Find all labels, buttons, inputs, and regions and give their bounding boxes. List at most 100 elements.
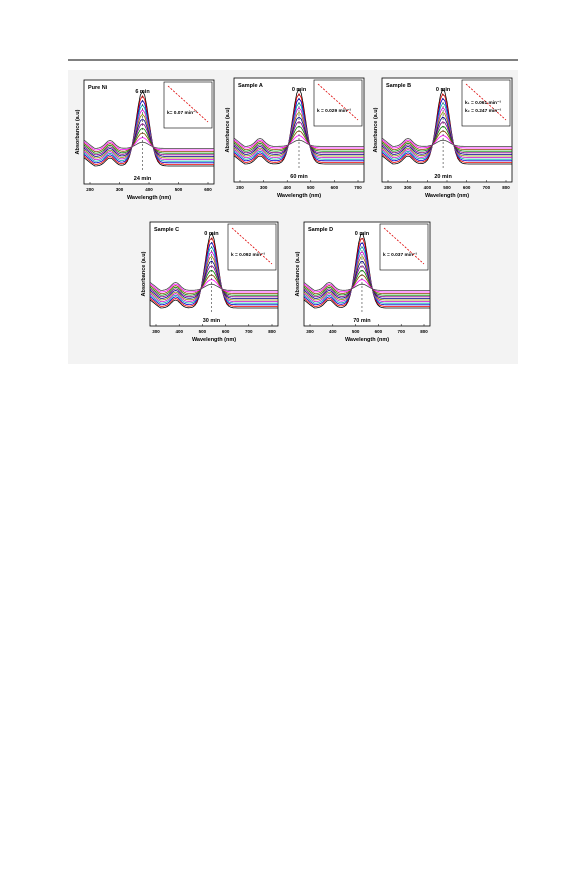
x-tick-label: 500 [307,185,315,190]
x-tick-label: 200 [86,187,94,192]
y-axis-title: Absorbance (a.u) [295,251,301,296]
spectrum-curve [83,127,214,154]
spectrum-curve [303,260,430,299]
rate-constant: k = 0.037 min⁻¹ [383,252,418,258]
chart-panel: Sample D 0 min 70 min k = 0.037 min⁻¹ 300 400… [295,221,431,343]
spectrum-curve [303,256,430,301]
x-tick-label: 800 [420,329,428,334]
x-axis-title: Wavelength (nm) [345,337,389,343]
start-time-label: 0 min [292,87,307,93]
panel-title: Pure Ni [88,85,108,91]
x-tick-label: 300 [306,329,314,334]
spectrum-curve [303,233,430,309]
spectrum-curve [233,121,364,154]
y-axis-title: Absorbance (a.u) [141,251,147,296]
spectrum-curve [381,111,512,157]
x-tick-label: 800 [268,329,276,334]
y-axis-title: Absorbance (a.u) [75,109,81,154]
spectrum-curve [149,232,278,309]
rate-constant: k = 0.029 min⁻¹ [317,108,352,114]
end-time-label: 20 min [434,174,452,180]
spectrum-curve [149,274,278,295]
x-tick-label: 300 [116,187,124,192]
x-tick-label: 800 [502,185,510,190]
panel-title: Sample C [154,227,179,233]
x-tick-label: 400 [329,329,337,334]
x-tick-label: 500 [175,187,183,192]
spectrum-curve [149,237,278,307]
rate-constant: k₁ = 0.061 min⁻¹ [465,100,502,106]
spectrum-curve [381,107,512,159]
inset-fit-line [167,85,209,123]
inset-fit-line [231,227,273,265]
y-axis-title: Absorbance (a.u) [373,107,379,152]
spectrum-curve [303,265,430,298]
start-time-label: 0 min [436,87,451,93]
x-tick-label: 300 [152,329,160,334]
spectrum-curve [381,135,512,149]
spectrum-curve [149,260,278,299]
spectrum-curve [83,104,214,162]
chart-panel: Sample C 0 min 30 min k = 0.092 min⁻¹ 300 400… [141,221,279,343]
spectrum-curve [149,241,278,306]
spectrum-curve [233,137,364,147]
x-tick-label: 400 [175,329,183,334]
x-tick-label: 500 [352,329,360,334]
spectrum-curve [149,265,278,298]
spectrum-curve [381,93,512,163]
spectrum-curve [303,237,430,307]
x-tick-label: 400 [424,185,432,190]
spectrum-curve [83,99,214,164]
spectrum-curve [381,130,512,151]
spectrum-curve [149,281,278,291]
x-tick-label: 400 [145,187,153,192]
start-time-label: 0 min [355,231,370,237]
spectrum-curve [381,102,512,160]
x-tick-label: 600 [463,185,471,190]
x-axis-title: Wavelength (nm) [425,193,469,199]
x-tick-label: 500 [443,185,451,190]
x-tick-label: 200 [236,185,244,190]
spectrum-curve [303,242,430,306]
x-tick-label: 500 [199,329,207,334]
spectrum-curve [233,88,364,165]
spectrum-curve [83,137,214,151]
spectrum-curve [149,251,278,303]
spectrum-curve [83,118,214,157]
x-tick-label: 700 [354,185,362,190]
spectrum-curve [83,113,214,159]
x-tick-label: 700 [483,185,491,190]
end-time-label: 70 min [353,318,371,324]
panel-title: Sample B [386,83,411,89]
chart-panel: Sample B 0 min 20 min k₁ = 0.061 min⁻¹ k₂ = … [373,77,513,199]
spectrum-curve [83,123,214,156]
x-tick-label: 600 [331,185,339,190]
inset-fit-line [465,83,507,121]
spectrum-curve [303,281,430,291]
panel-title: Sample D [308,227,333,233]
rate-constant: k₂ = 0.247 min⁻¹ [465,108,502,114]
x-tick-label: 400 [283,185,291,190]
spectrum-curve [83,139,214,149]
y-axis-title: Absorbance (a.u) [225,107,231,152]
x-axis-title: Wavelength (nm) [127,195,171,201]
x-tick-label: 600 [204,187,212,192]
x-axis-title: Wavelength (nm) [192,337,236,343]
rate-constant: k= 0.07 min⁻¹ [167,110,198,116]
end-time-label: 30 min [203,318,221,324]
chart-panel: Pure Ni 6 min 24 min k= 0.07 min⁻¹ 200 300 400… [75,79,215,201]
spectrum-curve [303,251,430,303]
spectrum-curve [381,116,512,155]
chart-panel: Sample A 0 min 60 min k = 0.029 min⁻¹ 200 300… [225,77,365,199]
spectrum-curve [381,137,512,147]
spectrum-curve [381,88,512,165]
inset-fit-line [383,227,425,265]
x-tick-label: 200 [384,185,392,190]
end-time-label: 60 min [290,174,308,180]
spectrum-curve [149,279,278,293]
spectrum-curve [149,246,278,304]
x-tick-label: 600 [222,329,230,334]
spectrum-curve [233,116,364,155]
x-tick-label: 300 [404,185,412,190]
